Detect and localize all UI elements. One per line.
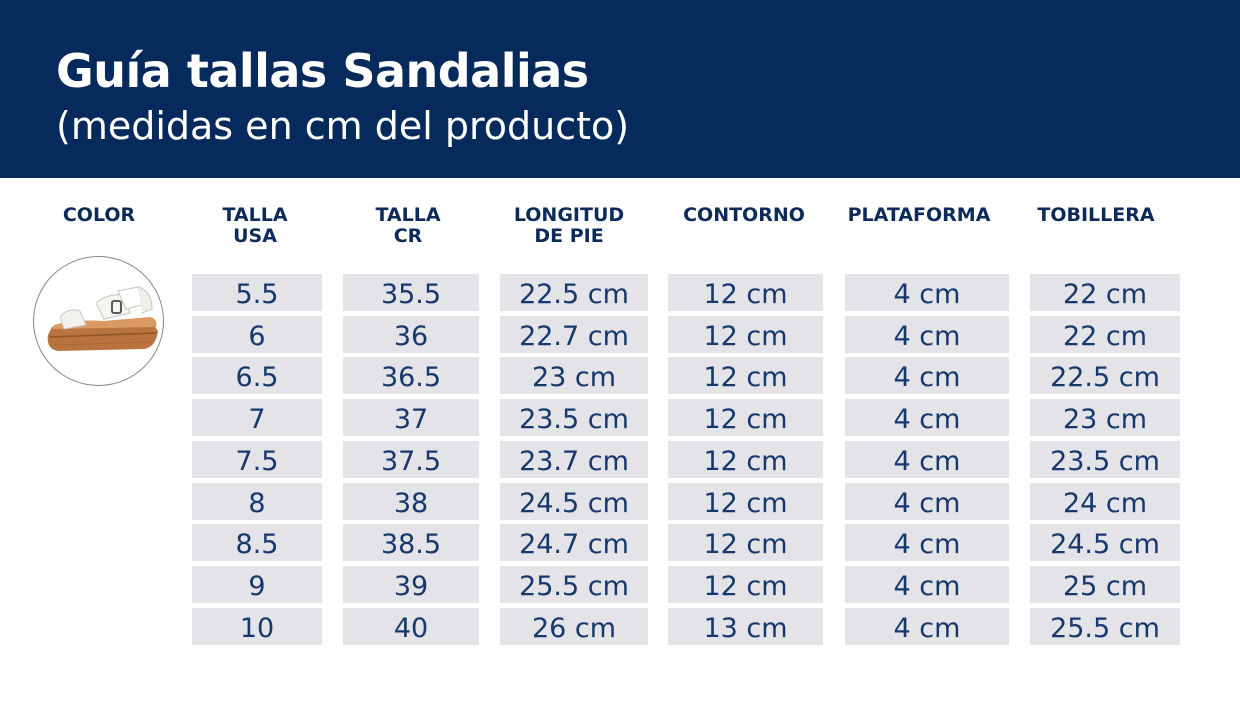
cell-plataforma: 4 cm <box>845 399 1009 436</box>
cell-plataforma: 4 cm <box>845 608 1009 645</box>
column-header-contorno-label: CONTORNO <box>683 204 805 226</box>
cell-tobillera: 25.5 cm <box>1030 608 1180 645</box>
cell-plataforma: 4 cm <box>845 566 1009 603</box>
cell-talla-cr: 38 <box>343 483 479 520</box>
cell-plataforma: 4 cm <box>845 483 1009 520</box>
cell-talla-cr: 36 <box>343 316 479 353</box>
header-banner: Guía tallas Sandalias (medidas en cm del… <box>0 0 1240 178</box>
column-header-plataforma-label: PLATAFORMA <box>847 204 991 226</box>
cell-contorno: 12 cm <box>668 566 823 603</box>
column-header-talla-cr-line2: CR <box>393 225 423 247</box>
column-header-talla-usa-line1: TALLA <box>222 204 288 226</box>
cell-talla-usa: 8.5 <box>192 524 322 561</box>
column-header-contorno: CONTORNO <box>664 205 824 226</box>
cell-talla-usa: 9 <box>192 566 322 603</box>
cell-contorno: 13 cm <box>668 608 823 645</box>
cell-longitud-de-pie: 22.5 cm <box>500 274 648 311</box>
cell-plataforma: 4 cm <box>845 316 1009 353</box>
cell-plataforma: 4 cm <box>845 524 1009 561</box>
cell-longitud-de-pie: 23.7 cm <box>500 441 648 478</box>
column-header-longitud: LONGITUD DE PIE <box>500 205 638 247</box>
cell-longitud-de-pie: 24.7 cm <box>500 524 648 561</box>
column-header-longitud-line1: LONGITUD <box>513 204 625 226</box>
cell-tobillera: 24 cm <box>1030 483 1180 520</box>
cell-contorno: 12 cm <box>668 524 823 561</box>
cell-longitud-de-pie: 25.5 cm <box>500 566 648 603</box>
column-header-tobillera-label: TOBILLERA <box>1037 204 1155 226</box>
cell-contorno: 12 cm <box>668 441 823 478</box>
cell-tobillera: 24.5 cm <box>1030 524 1180 561</box>
cell-talla-cr: 39 <box>343 566 479 603</box>
column-header-talla-cr-line1: TALLA <box>375 204 441 226</box>
column-header-talla-usa: TALLA USA <box>200 205 310 247</box>
cell-tobillera: 22 cm <box>1030 316 1180 353</box>
cell-talla-cr: 36.5 <box>343 357 479 394</box>
product-color-swatch <box>33 256 164 386</box>
cell-tobillera: 22 cm <box>1030 274 1180 311</box>
cell-talla-usa: 7 <box>192 399 322 436</box>
column-header-color: COLOR <box>52 205 146 226</box>
cell-talla-cr: 37 <box>343 399 479 436</box>
cell-contorno: 12 cm <box>668 399 823 436</box>
column-header-tobillera: TOBILLERA <box>1028 205 1164 226</box>
column-header-color-label: COLOR <box>62 204 136 226</box>
cell-tobillera: 25 cm <box>1030 566 1180 603</box>
cell-contorno: 12 cm <box>668 357 823 394</box>
cell-plataforma: 4 cm <box>845 274 1009 311</box>
cell-longitud-de-pie: 23.5 cm <box>500 399 648 436</box>
cell-talla-cr: 38.5 <box>343 524 479 561</box>
page-subtitle: (medidas en cm del producto) <box>56 104 630 148</box>
cell-contorno: 12 cm <box>668 274 823 311</box>
column-header-talla-cr: TALLA CR <box>353 205 463 247</box>
cell-tobillera: 22.5 cm <box>1030 357 1180 394</box>
cell-talla-cr: 40 <box>343 608 479 645</box>
cell-longitud-de-pie: 22.7 cm <box>500 316 648 353</box>
cell-talla-usa: 8 <box>192 483 322 520</box>
cell-contorno: 12 cm <box>668 316 823 353</box>
column-header-longitud-line2: DE PIE <box>534 225 604 247</box>
cell-talla-cr: 37.5 <box>343 441 479 478</box>
cell-talla-usa: 6 <box>192 316 322 353</box>
cell-plataforma: 4 cm <box>845 357 1009 394</box>
column-header-plataforma: PLATAFORMA <box>836 205 1002 226</box>
cell-contorno: 12 cm <box>668 483 823 520</box>
cell-tobillera: 23.5 cm <box>1030 441 1180 478</box>
cell-talla-usa: 7.5 <box>192 441 322 478</box>
page-title: Guía tallas Sandalias <box>56 44 589 98</box>
cell-talla-usa: 10 <box>192 608 322 645</box>
cell-longitud-de-pie: 26 cm <box>500 608 648 645</box>
cell-plataforma: 4 cm <box>845 441 1009 478</box>
cell-talla-usa: 5.5 <box>192 274 322 311</box>
column-header-talla-usa-line2: USA <box>233 225 277 247</box>
cell-tobillera: 23 cm <box>1030 399 1180 436</box>
cell-longitud-de-pie: 24.5 cm <box>500 483 648 520</box>
sandal-image <box>47 286 158 351</box>
cell-longitud-de-pie: 23 cm <box>500 357 648 394</box>
cell-talla-usa: 6.5 <box>192 357 322 394</box>
cell-talla-cr: 35.5 <box>343 274 479 311</box>
